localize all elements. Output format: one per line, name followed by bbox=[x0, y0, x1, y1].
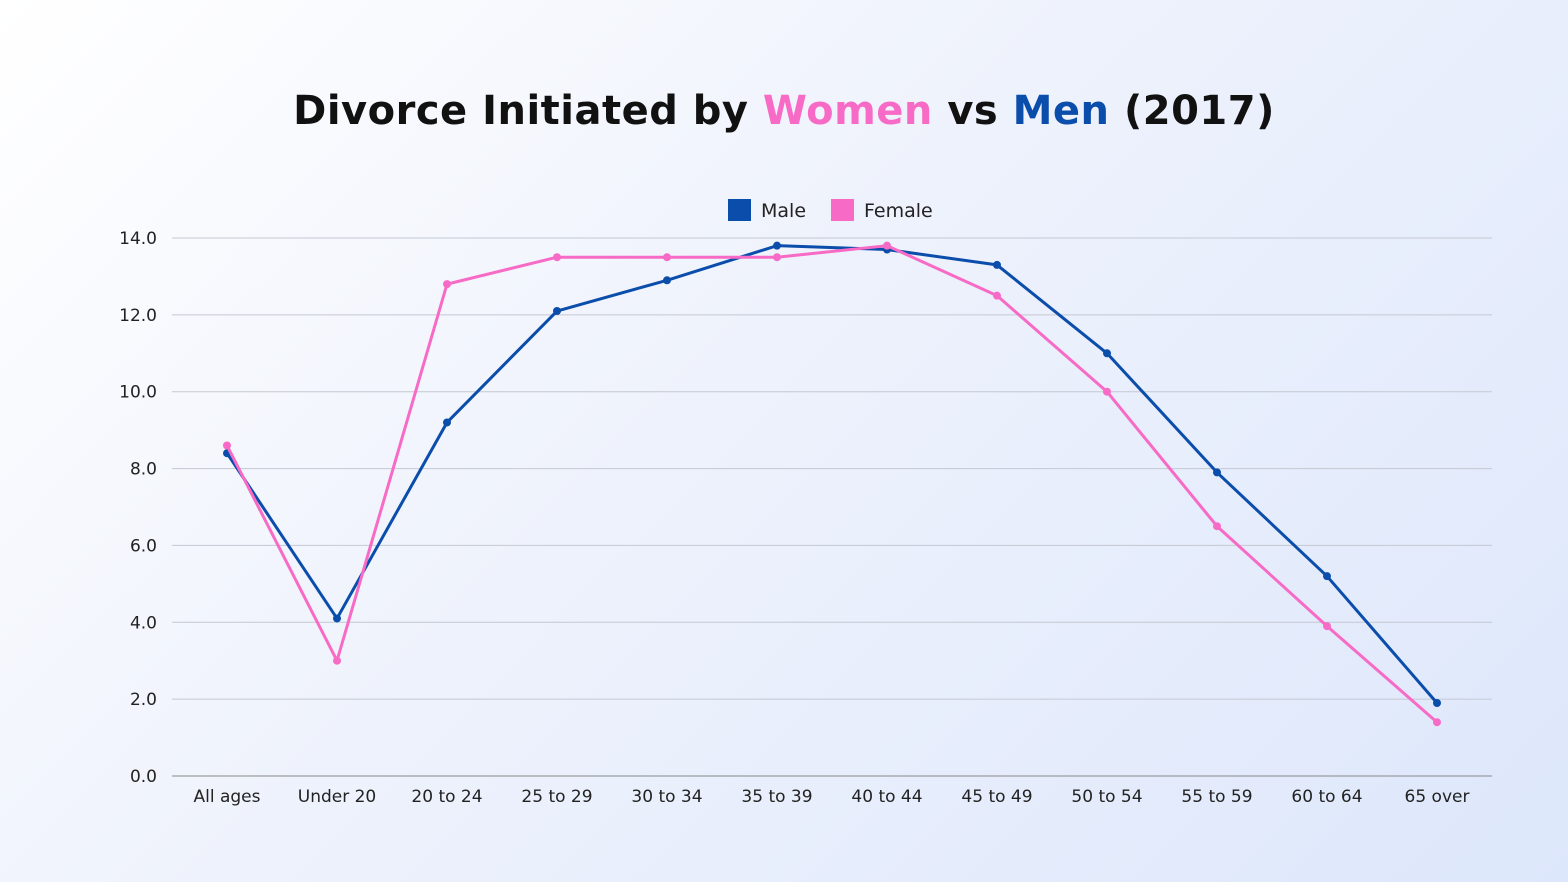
data-point-female bbox=[1323, 622, 1331, 631]
legend-label-female: Female bbox=[864, 200, 933, 222]
data-point-female bbox=[1433, 718, 1441, 727]
data-point-male bbox=[993, 260, 1001, 269]
data-point-male bbox=[773, 241, 781, 250]
x-tick-label: 65 over bbox=[1405, 787, 1470, 807]
series-line-female bbox=[225, 244, 1438, 724]
title-middle: vs bbox=[932, 88, 1013, 134]
y-tick-label: 6.0 bbox=[130, 536, 157, 556]
y-tick-label: 10.0 bbox=[119, 383, 157, 403]
x-tick-label: 55 to 59 bbox=[1181, 787, 1252, 807]
title-men: Men bbox=[1012, 88, 1110, 134]
x-tick-label: 45 to 49 bbox=[961, 787, 1032, 807]
title-prefix: Divorce Initiated by bbox=[293, 88, 763, 134]
x-tick-label: All ages bbox=[193, 787, 260, 807]
y-tick-label: 8.0 bbox=[130, 460, 157, 480]
data-point-female bbox=[1213, 522, 1221, 531]
data-point-male bbox=[333, 614, 341, 623]
series-line-male bbox=[225, 244, 1439, 704]
x-tick-label: 50 to 54 bbox=[1071, 787, 1142, 807]
y-tick-label: 0.0 bbox=[130, 767, 157, 787]
data-point-female bbox=[1103, 387, 1111, 396]
x-tick-label: 40 to 44 bbox=[851, 787, 922, 807]
data-point-female bbox=[553, 253, 561, 262]
legend-swatch-male bbox=[728, 199, 751, 221]
data-point-male bbox=[1213, 468, 1221, 477]
data-point-female bbox=[223, 441, 231, 450]
data-point-female bbox=[663, 253, 671, 262]
data-point-female bbox=[883, 241, 891, 250]
title-women: Women bbox=[762, 88, 933, 134]
y-tick-label: 2.0 bbox=[130, 690, 157, 710]
data-point-male bbox=[1433, 698, 1441, 707]
x-tick-label: 20 to 24 bbox=[411, 787, 482, 807]
y-tick-label: 14.0 bbox=[119, 229, 157, 249]
x-tick-label: Under 20 bbox=[298, 787, 377, 807]
x-tick-label: 35 to 39 bbox=[741, 787, 812, 807]
data-point-male bbox=[553, 307, 561, 316]
y-tick-label: 4.0 bbox=[130, 613, 157, 633]
x-tick-label: 25 to 29 bbox=[521, 787, 592, 807]
data-point-male bbox=[1103, 349, 1111, 358]
x-tick-label: 60 to 64 bbox=[1291, 787, 1362, 807]
data-point-male bbox=[443, 418, 451, 427]
legend-swatch-female bbox=[831, 199, 854, 221]
data-point-male bbox=[663, 276, 671, 285]
data-point-female bbox=[443, 280, 451, 289]
data-point-female bbox=[333, 656, 341, 665]
data-point-male bbox=[1323, 572, 1331, 581]
x-tick-label: 30 to 34 bbox=[631, 787, 702, 807]
y-tick-label: 12.0 bbox=[119, 306, 157, 326]
legend-label-male: Male bbox=[761, 200, 806, 222]
chart-title: Divorce Initiated by Women vs Men (2017) bbox=[0, 88, 1568, 134]
data-point-female bbox=[993, 291, 1001, 300]
title-suffix: (2017) bbox=[1109, 88, 1275, 134]
data-point-female bbox=[773, 253, 781, 262]
